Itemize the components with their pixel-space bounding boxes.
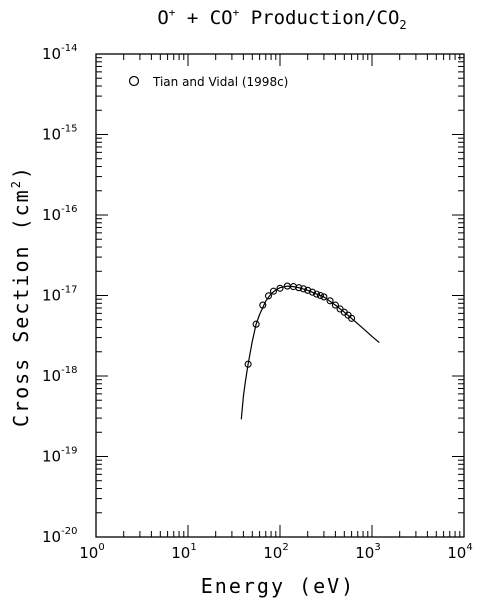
- data-point: [269, 287, 278, 295]
- plot-frame-layer: [95, 53, 465, 538]
- data-point: [264, 292, 273, 300]
- data-point: [308, 288, 316, 296]
- legend-marker-circle: [128, 75, 140, 87]
- x-axis: 100 101 102 103 104: [79, 54, 473, 562]
- series-line: [240, 285, 380, 420]
- legend-label: Tian and Vidal (1998c): [152, 75, 288, 89]
- data-point: [295, 284, 303, 292]
- y-tick-label: 10-14: [42, 43, 77, 63]
- y-axis-label: Cross Section (cm2): [9, 165, 33, 427]
- data-point: [320, 293, 328, 301]
- x-tick-label: 102: [263, 542, 288, 562]
- x-tick-label: 104: [447, 542, 472, 562]
- y-tick-label: 10-18: [42, 365, 77, 385]
- series-line-layer: [240, 285, 380, 420]
- data-point: [326, 297, 334, 305]
- data-point: [244, 360, 252, 368]
- plot-frame: [95, 53, 465, 538]
- x-tick-label: 101: [171, 542, 196, 562]
- y-tick-label: 10-19: [42, 446, 77, 466]
- x-tick-label: 103: [355, 542, 380, 562]
- data-point: [252, 320, 260, 328]
- data-point: [331, 301, 339, 309]
- data-point: [276, 284, 284, 292]
- data-point: [299, 285, 308, 293]
- data-point: [259, 301, 267, 309]
- x-tick-label: 100: [79, 542, 104, 562]
- data-point: [304, 286, 312, 294]
- y-tick-label: 10-16: [42, 204, 77, 224]
- y-tick-label: 10-15: [42, 124, 77, 144]
- data-point: [316, 291, 324, 300]
- chart-title: O+​ + CO+​ Production/CO2​: [157, 6, 406, 32]
- series-marker-layer: [244, 282, 356, 368]
- x-axis-label: Energy (eV): [201, 574, 355, 598]
- data-point: [348, 314, 356, 322]
- legend: Tian and Vidal (1998c): [128, 75, 288, 89]
- data-point: [313, 290, 321, 298]
- y-axis: 10-14 10-15 10-16 10-17 10-18 10-19 10-20: [42, 43, 464, 546]
- y-tick-label: 10-17: [42, 285, 77, 305]
- y-tick-label: 10-20: [42, 526, 77, 546]
